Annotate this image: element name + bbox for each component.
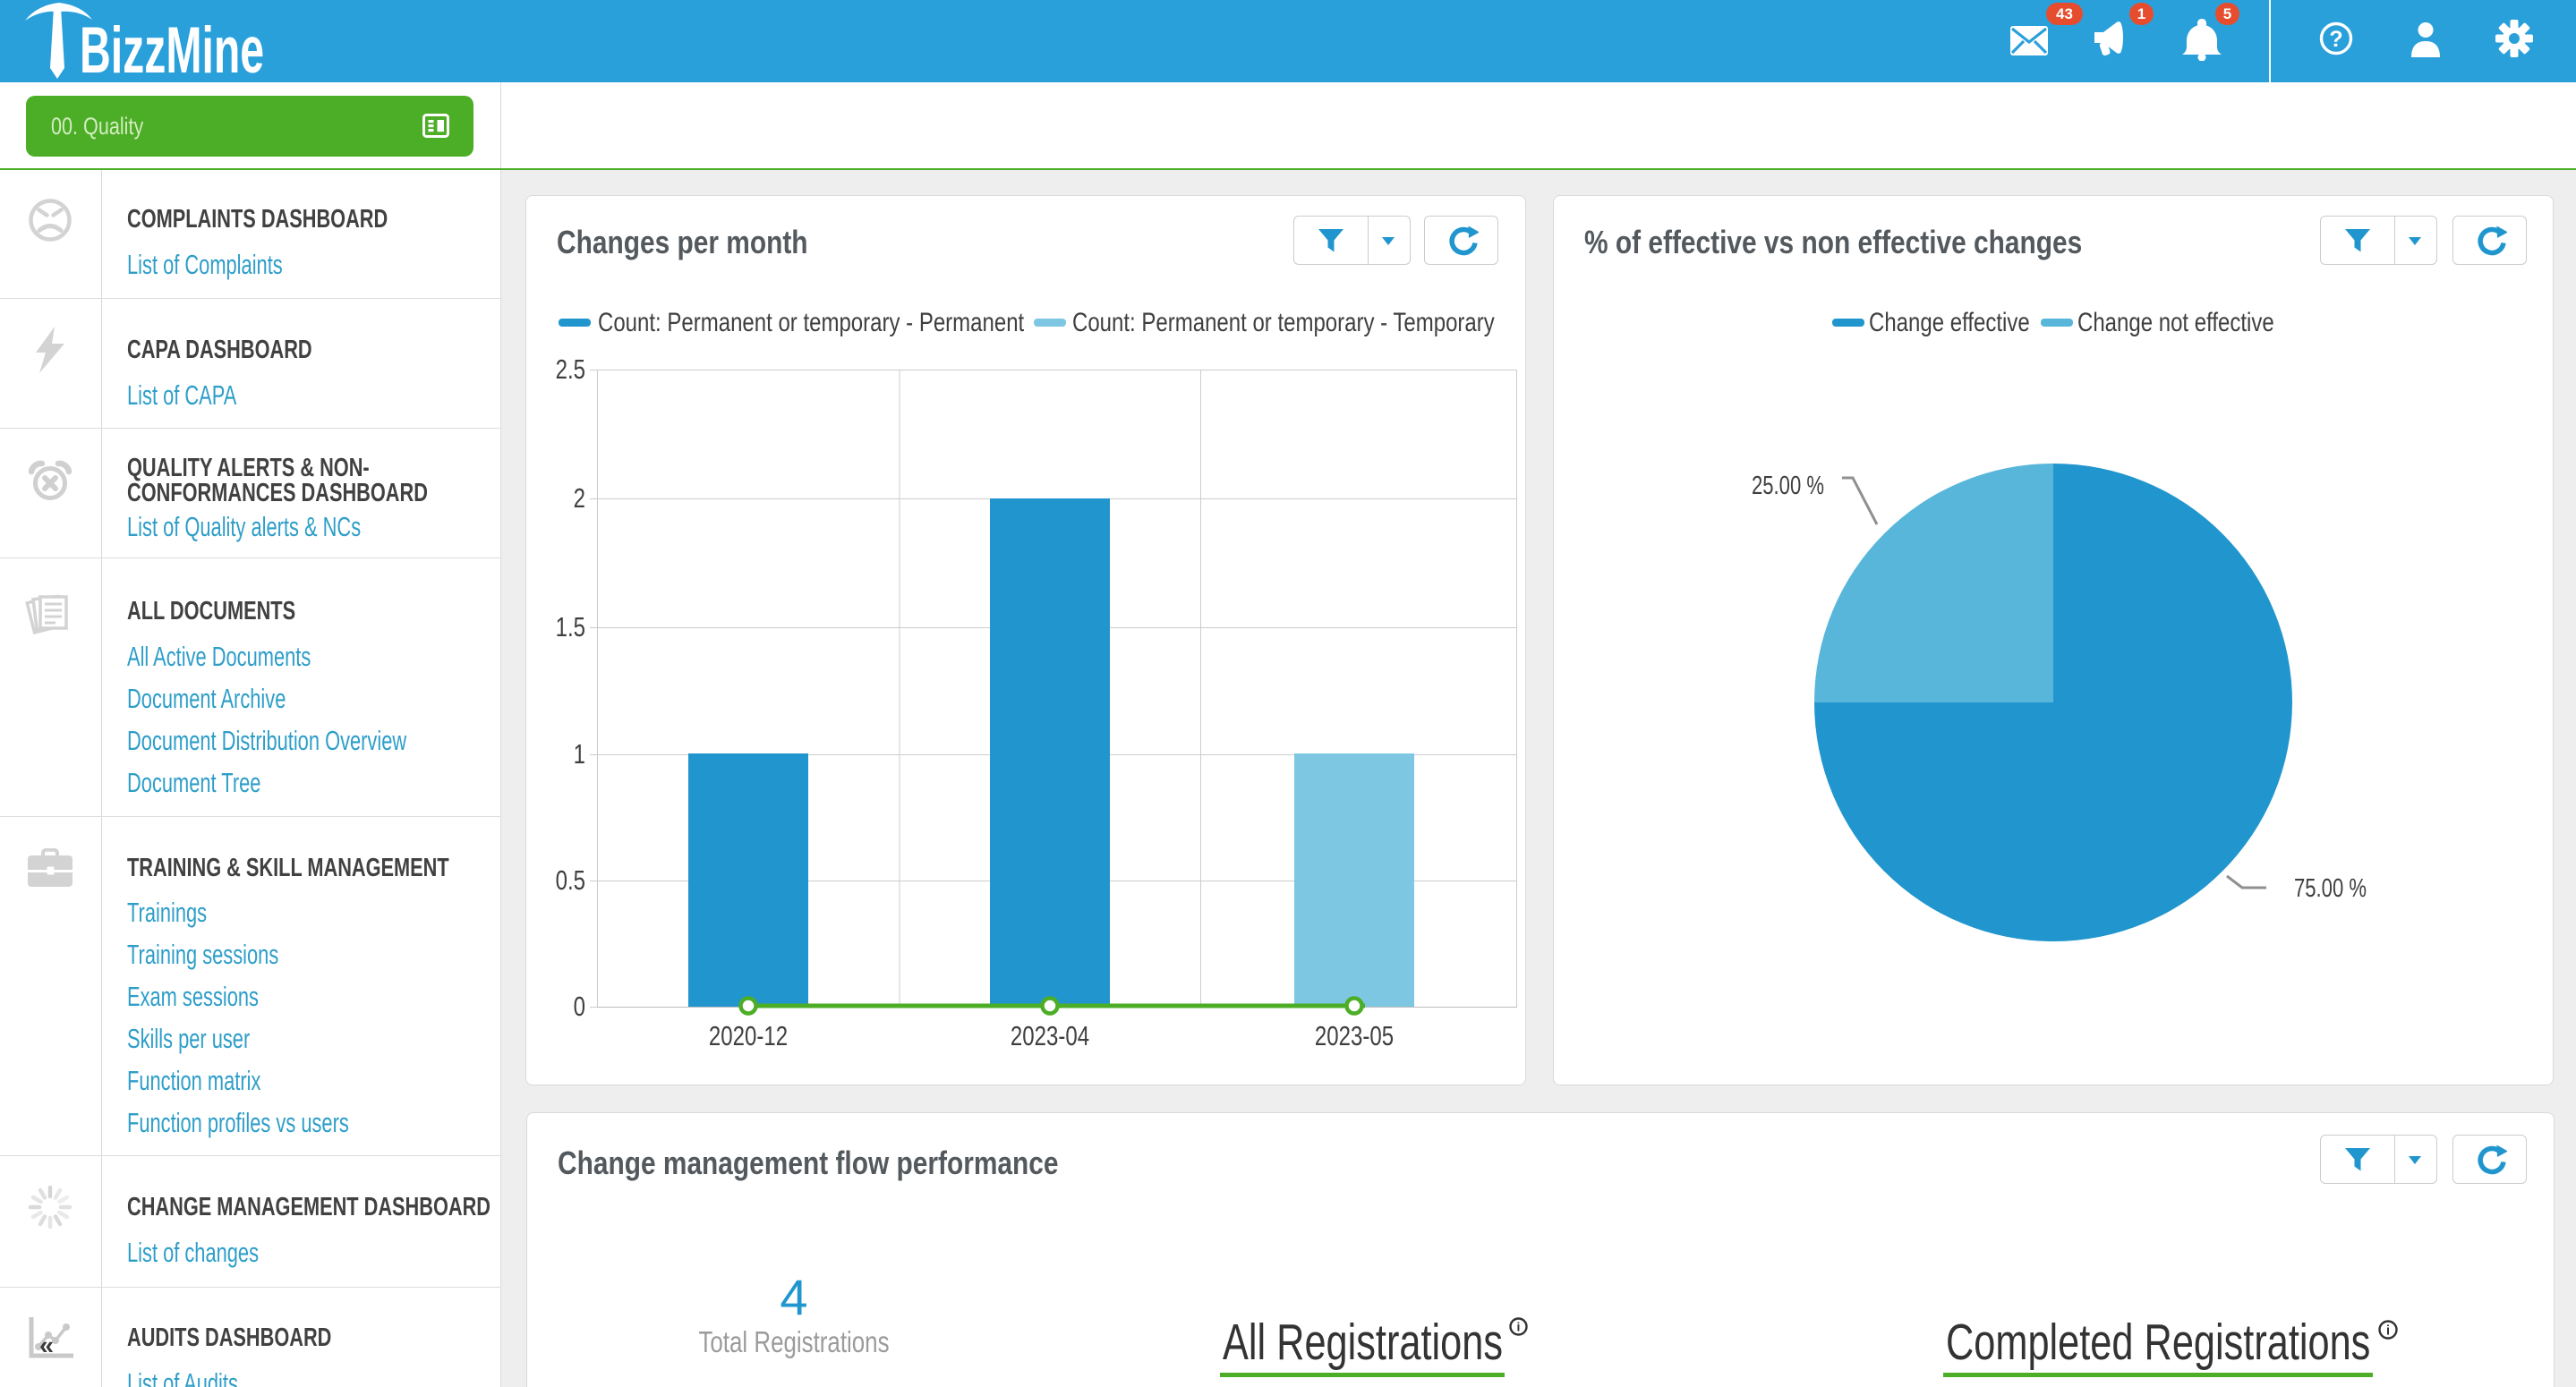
svg-text:25.00 %: 25.00 % <box>1752 472 1824 500</box>
svg-text:75.00 %: 75.00 % <box>2294 874 2367 903</box>
svg-text:i: i <box>2386 1323 2390 1338</box>
svg-text:i: i <box>1517 1320 1521 1334</box>
svg-text:?: ? <box>2329 27 2342 52</box>
